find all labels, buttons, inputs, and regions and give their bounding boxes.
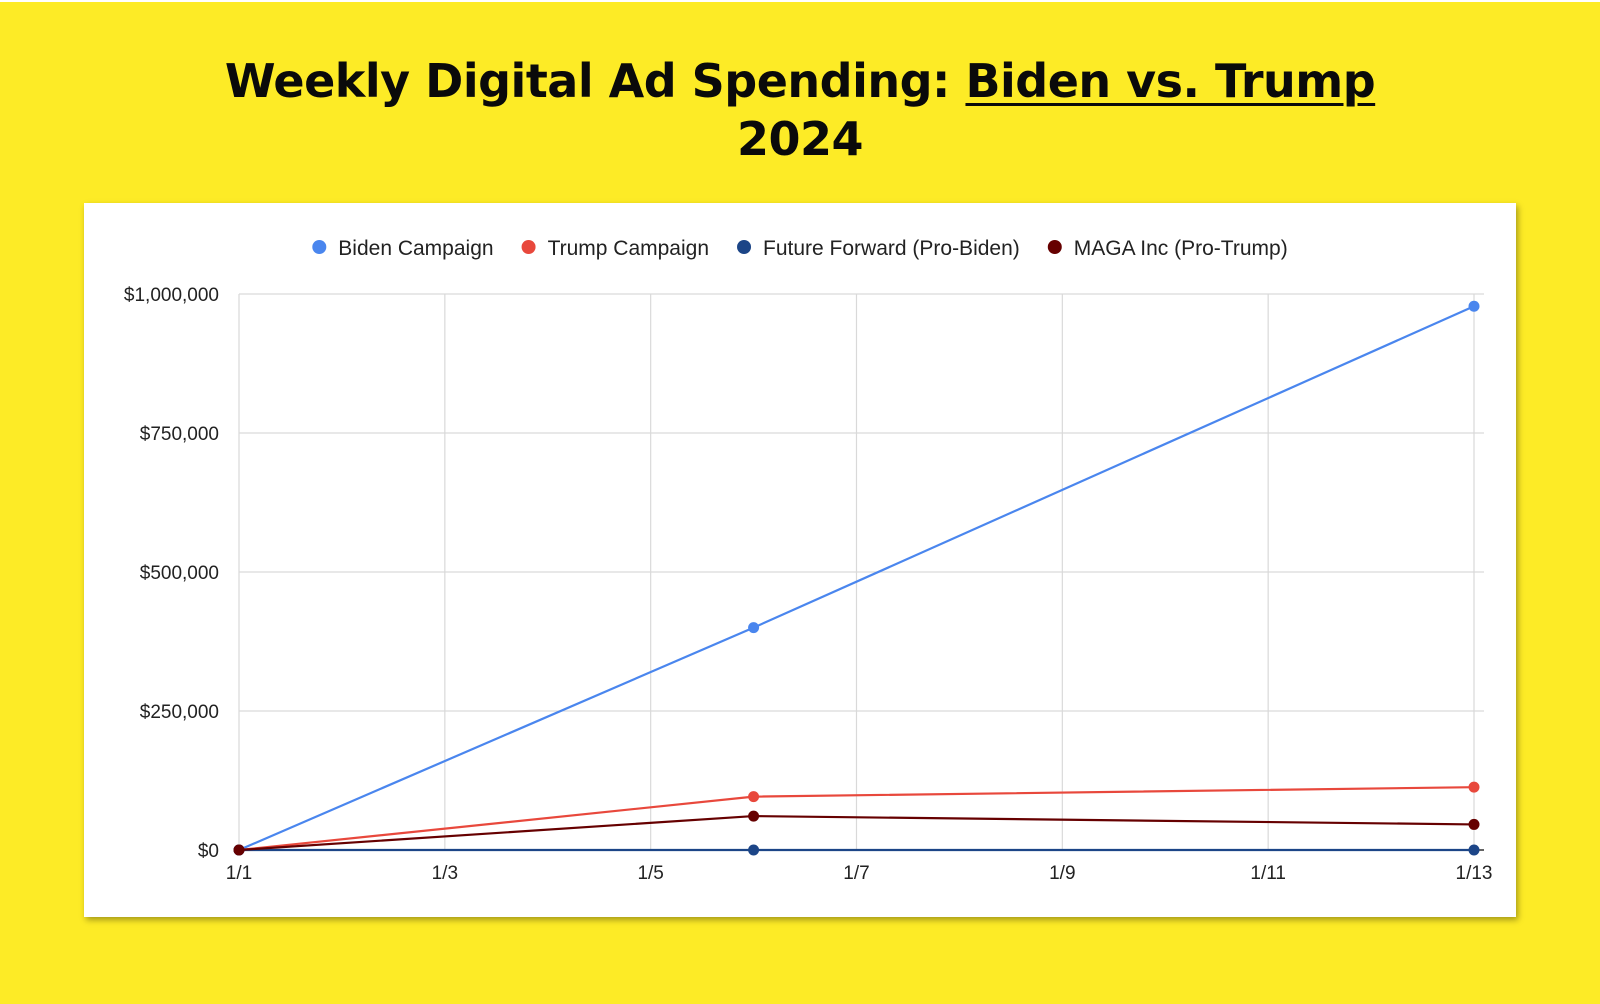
data-point bbox=[748, 791, 760, 803]
title-prefix: Weekly Digital Ad Spending: bbox=[224, 54, 966, 108]
data-point bbox=[233, 844, 245, 856]
legend-item-trump-campaign: Trump Campaign bbox=[521, 237, 709, 260]
data-point bbox=[1468, 818, 1480, 830]
legend-item-maga-inc-pro-trump: MAGA Inc (Pro-Trump) bbox=[1047, 237, 1288, 260]
x-tick-label: 1/7 bbox=[843, 863, 869, 884]
data-point bbox=[748, 810, 760, 822]
y-tick-label: $250,000 bbox=[140, 702, 219, 723]
legend-swatch bbox=[521, 240, 536, 254]
y-tick-label: $750,000 bbox=[140, 424, 219, 445]
series-maga-inc-pro-trump bbox=[233, 810, 1480, 856]
data-point bbox=[748, 844, 760, 856]
y-tick-label: $0 bbox=[198, 841, 219, 862]
series bbox=[233, 300, 1480, 856]
title-line-2: 2024 bbox=[736, 112, 864, 166]
title-underlined: Biden vs. Trump bbox=[965, 54, 1376, 108]
legend-swatch bbox=[312, 240, 327, 254]
x-tick-label: 1/5 bbox=[637, 863, 663, 884]
top-strip bbox=[0, 0, 1600, 2]
legend: Biden Campaign Trump Campaign Future Forwa… bbox=[312, 237, 1288, 260]
legend-label: Biden Campaign bbox=[338, 237, 493, 260]
legend-swatch bbox=[1047, 240, 1062, 254]
title-line-1: Weekly Digital Ad Spending: Biden vs. Tr… bbox=[0, 52, 1600, 110]
legend-item-biden-campaign: Biden Campaign bbox=[312, 237, 494, 260]
legend-label: Trump Campaign bbox=[548, 237, 709, 260]
data-point bbox=[1468, 300, 1480, 312]
legend-swatch bbox=[737, 240, 752, 254]
legend-label: Future Forward (Pro-Biden) bbox=[763, 237, 1020, 260]
x-tick-label: 1/9 bbox=[1049, 863, 1075, 884]
data-point bbox=[1468, 844, 1480, 856]
x-tick-label: 1/13 bbox=[1456, 863, 1493, 884]
data-point bbox=[748, 622, 760, 634]
y-tick-label: $500,000 bbox=[140, 563, 219, 584]
legend-label: MAGA Inc (Pro-Trump) bbox=[1074, 237, 1288, 260]
legend-item-future-forward-pro-biden: Future Forward (Pro-Biden) bbox=[737, 237, 1020, 260]
x-tick-label: 1/11 bbox=[1250, 863, 1286, 884]
x-tick-label: 1/3 bbox=[432, 863, 458, 884]
data-point bbox=[1468, 781, 1480, 793]
x-tick-label: 1/1 bbox=[226, 863, 252, 884]
y-tick-label: $1,000,000 bbox=[124, 285, 219, 306]
page-title: Weekly Digital Ad Spending: Biden vs. Tr… bbox=[0, 52, 1600, 168]
chart-card: $0 $250,000 $500,000 $750,000 $1,000,000 1/1 1… bbox=[84, 203, 1516, 917]
grid bbox=[238, 293, 1484, 851]
